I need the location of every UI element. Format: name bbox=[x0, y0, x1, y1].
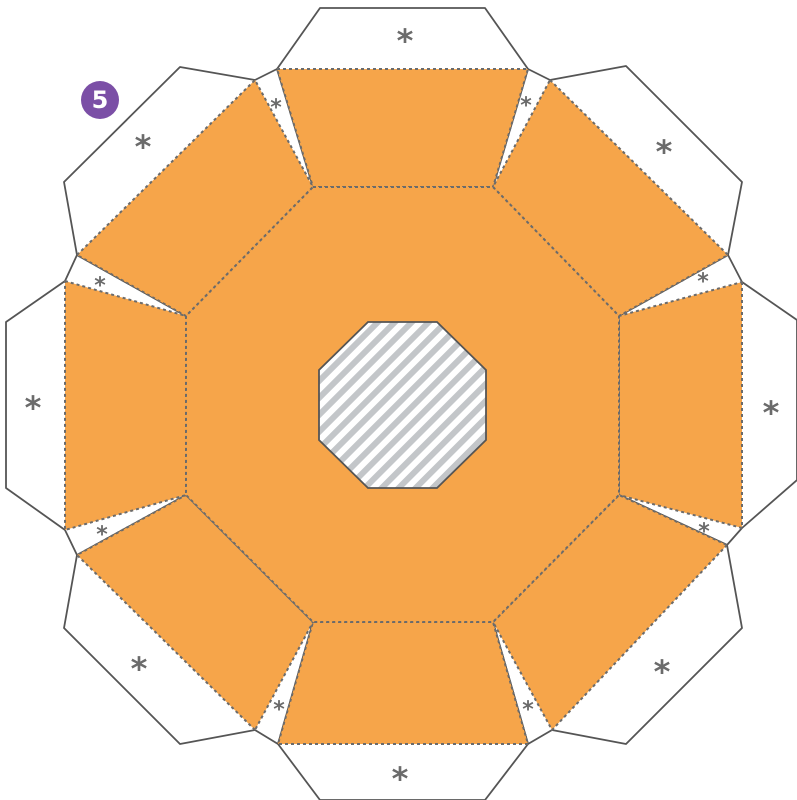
asterisk-glue-icon-bottom-right: * bbox=[654, 653, 671, 691]
asterisk-glue-icon-bottom-left: * bbox=[131, 650, 148, 688]
asterisk-glue-icon-right: * bbox=[763, 394, 780, 432]
center-base bbox=[185, 186, 620, 623]
asterisk-glue-icon-small-7: * bbox=[96, 523, 108, 548]
asterisk-glue-icon-small-5: * bbox=[522, 698, 534, 723]
asterisk-glue-icon-small-1: * bbox=[270, 96, 282, 121]
asterisk-glue-icon-top-left: * bbox=[135, 128, 152, 166]
asterisk-glue-icon-small-4: * bbox=[698, 520, 710, 545]
asterisk-glue-icon-top-right: * bbox=[656, 133, 673, 171]
asterisk-glue-icon-small-3: * bbox=[697, 270, 709, 295]
side-panel-left bbox=[64, 280, 187, 531]
asterisk-glue-icon-small-6: * bbox=[273, 698, 285, 723]
asterisk-glue-icon-left: * bbox=[25, 389, 42, 427]
glue-marks: * * * * * * * * * * * * * * * * bbox=[25, 22, 780, 798]
octagon-hatched-cutout-icon bbox=[318, 321, 487, 489]
asterisk-glue-icon-small-2: * bbox=[520, 94, 532, 119]
side-panel-top bbox=[276, 68, 529, 188]
step-number-badge: 5 bbox=[81, 81, 119, 119]
side-panel-top-left bbox=[76, 79, 314, 317]
side-panel-right bbox=[618, 281, 743, 529]
side-panel-bottom-right bbox=[492, 494, 728, 731]
asterisk-glue-icon-small-8: * bbox=[94, 274, 106, 299]
side-panel-bottom bbox=[277, 621, 529, 745]
asterisk-glue-icon-bottom: * bbox=[392, 760, 409, 798]
asterisk-glue-icon-top: * bbox=[397, 22, 414, 60]
